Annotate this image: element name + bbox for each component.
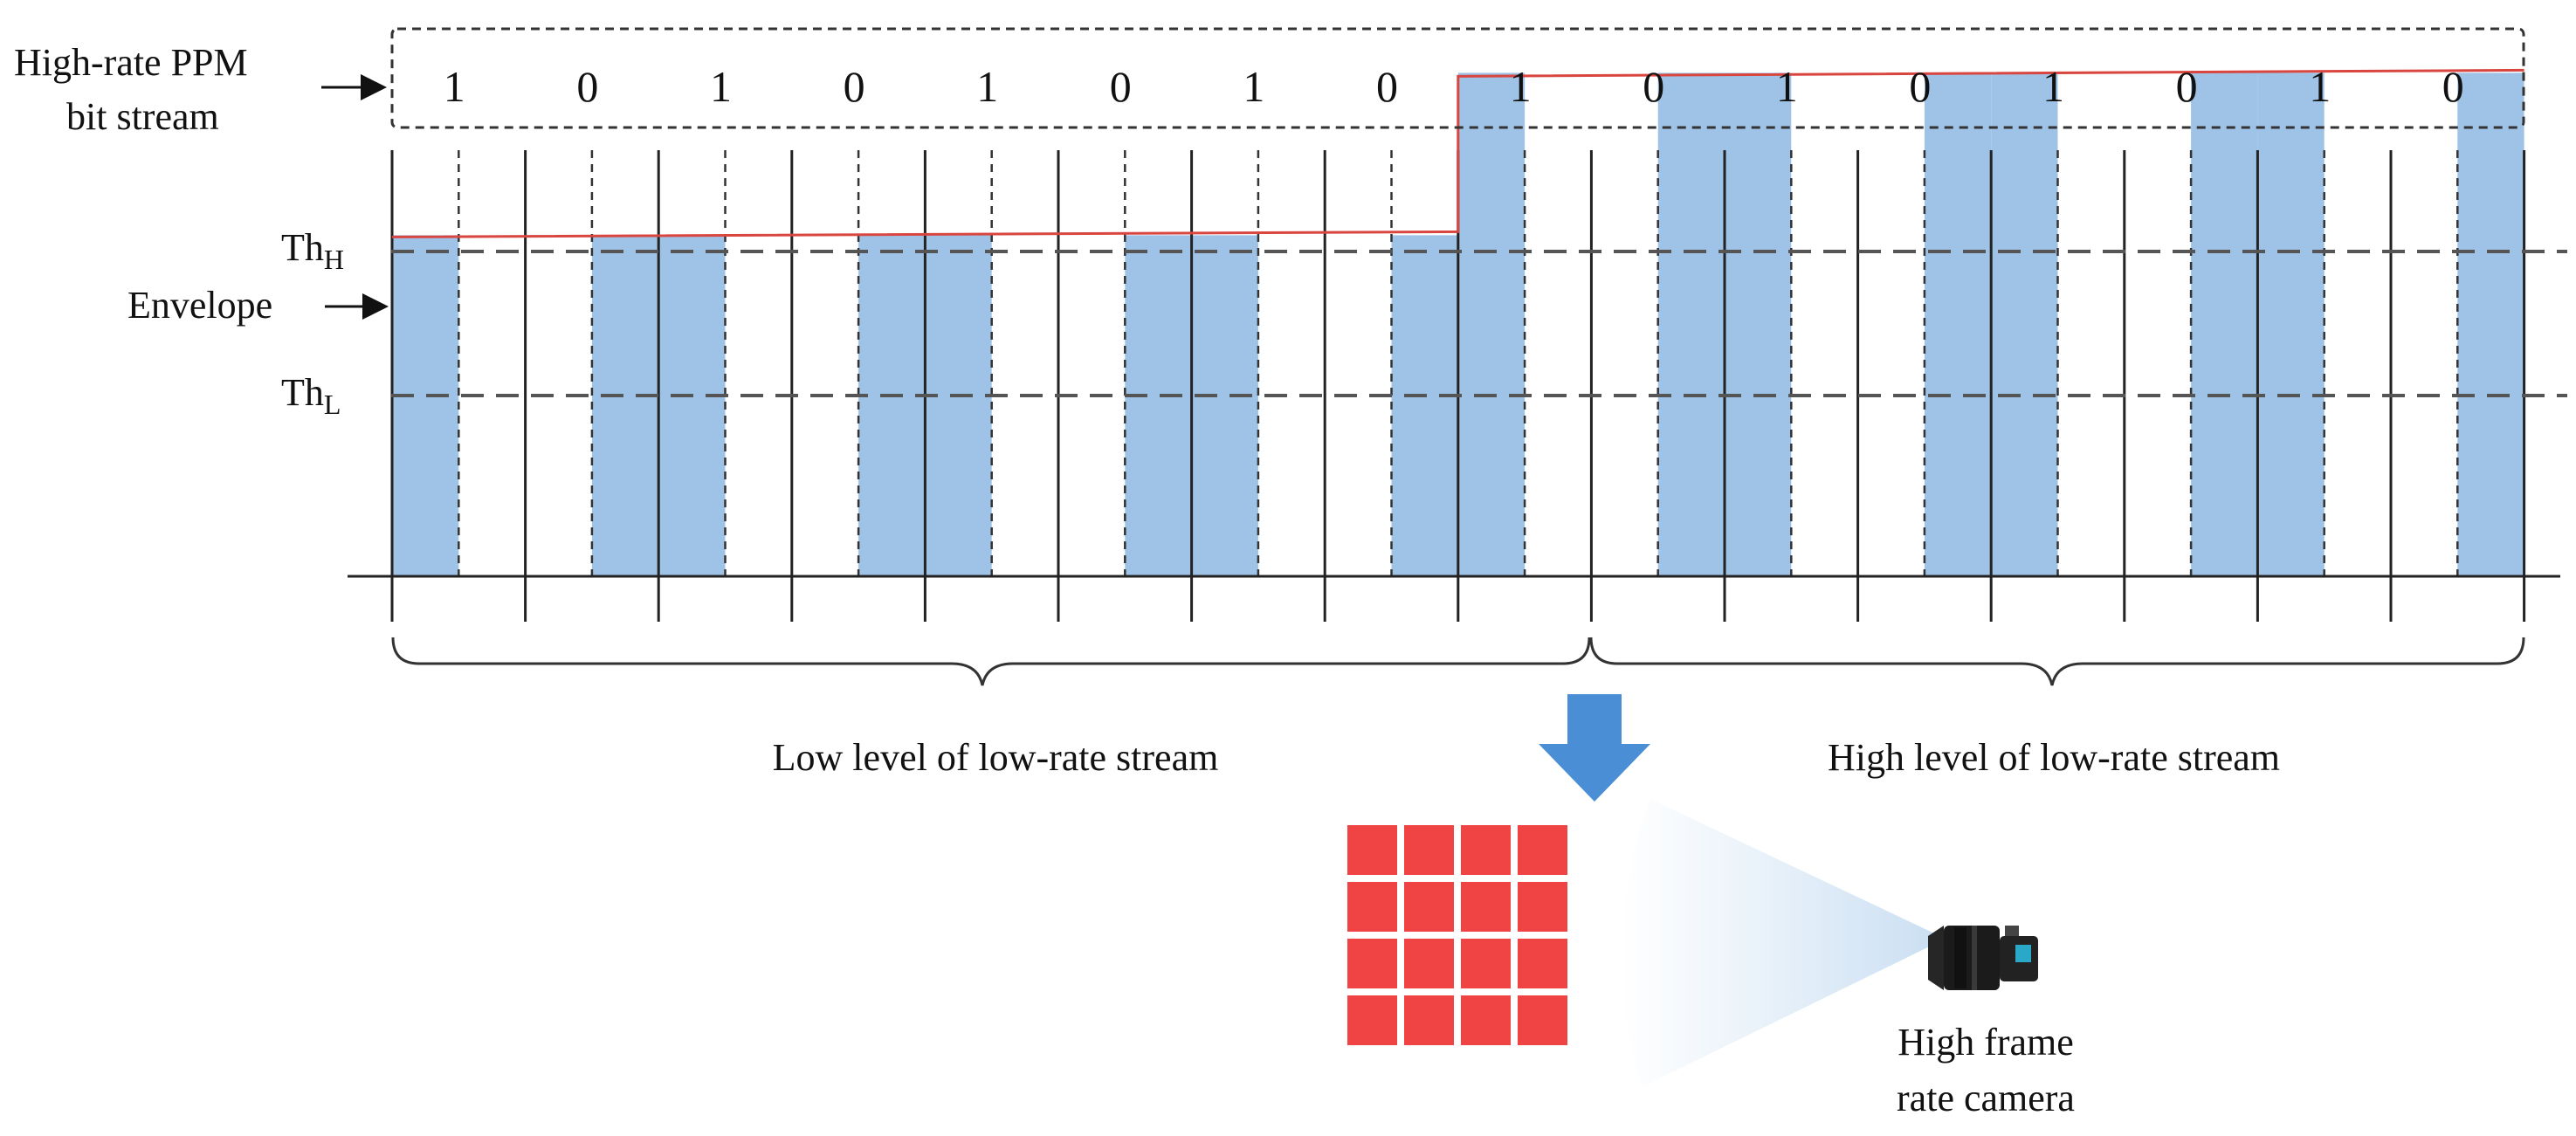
camera-icon (1928, 926, 2038, 990)
led-cell (1347, 995, 1397, 1045)
threshold-high-label: ThH (281, 226, 344, 275)
bit-value: 0 (2442, 62, 2464, 111)
bit-value: 0 (1643, 62, 1664, 111)
signal-pulse (658, 235, 726, 576)
bit-value: 0 (576, 62, 598, 111)
led-cell (1404, 995, 1454, 1045)
signal-pulse (1924, 72, 1992, 576)
bit-value: 0 (2176, 62, 2198, 111)
signal-pulse (1457, 72, 1526, 576)
high-level-brace (1589, 637, 2525, 686)
stream-title-line1: High-rate PPM (14, 41, 248, 84)
led-cell (1518, 939, 1567, 988)
bit-value: 1 (444, 62, 465, 111)
bit-value: 1 (976, 62, 998, 111)
led-cell (1404, 882, 1454, 932)
envelope-line (391, 68, 2524, 238)
signal-pulse (1657, 72, 1725, 576)
signal-pulse (392, 235, 459, 576)
signal-pulse (1391, 235, 1458, 576)
led-cell (1347, 882, 1397, 932)
signal-pulse (1991, 72, 2058, 576)
led-array-icon (1347, 825, 1567, 1045)
camera-label-line1: High frame (1898, 1021, 2074, 1064)
bit-value: 1 (2042, 62, 2064, 111)
led-cell (1461, 939, 1511, 988)
signal-pulse (2257, 72, 2325, 576)
led-cell (1518, 882, 1567, 932)
low-level-brace (391, 637, 1591, 686)
bit-value: 1 (710, 62, 732, 111)
led-cell (1461, 995, 1511, 1045)
signal-pulse (2191, 72, 2258, 576)
led-cell (1404, 939, 1454, 988)
signal-pulses (392, 72, 2524, 576)
led-cell (1518, 995, 1567, 1045)
bit-value: 1 (1776, 62, 1798, 111)
bit-value: 1 (1243, 62, 1264, 111)
camera-label-line2: rate camera (1897, 1077, 2075, 1119)
led-cell (1347, 939, 1397, 988)
led-cell (1461, 882, 1511, 932)
signal-pulse (925, 235, 992, 576)
signal-pulse (1725, 72, 1792, 576)
led-cell (1347, 825, 1397, 875)
stream-title-line2: bit stream (66, 95, 219, 138)
led-cell (1404, 825, 1454, 875)
signal-pulse (591, 235, 659, 576)
bit-value: 0 (844, 62, 865, 111)
bit-value: 1 (2309, 62, 2331, 111)
bit-value: 0 (1376, 62, 1398, 111)
light-beam (1622, 799, 1946, 1087)
signal-pulse (1125, 235, 1192, 576)
threshold-low-label: ThL (281, 371, 341, 420)
signal-pulse (858, 235, 926, 576)
bit-value: 0 (1110, 62, 1132, 111)
low-level-label: Low level of low-rate stream (773, 736, 1219, 779)
bit-value: 1 (1510, 62, 1532, 111)
led-cell (1461, 825, 1511, 875)
down-arrow-icon (1539, 694, 1650, 802)
signal-pulse (1191, 235, 1258, 576)
high-level-label: High level of low-rate stream (1828, 736, 2280, 779)
led-cell (1518, 825, 1567, 875)
bit-stream-box (390, 27, 2525, 129)
signal-pulse (2457, 72, 2524, 576)
bit-values: 1 0 1 0 1 0 1 0 1 0 1 0 1 0 1 0 (444, 62, 2464, 111)
bit-value: 0 (1909, 62, 1931, 111)
envelope-label: Envelope (127, 284, 272, 327)
